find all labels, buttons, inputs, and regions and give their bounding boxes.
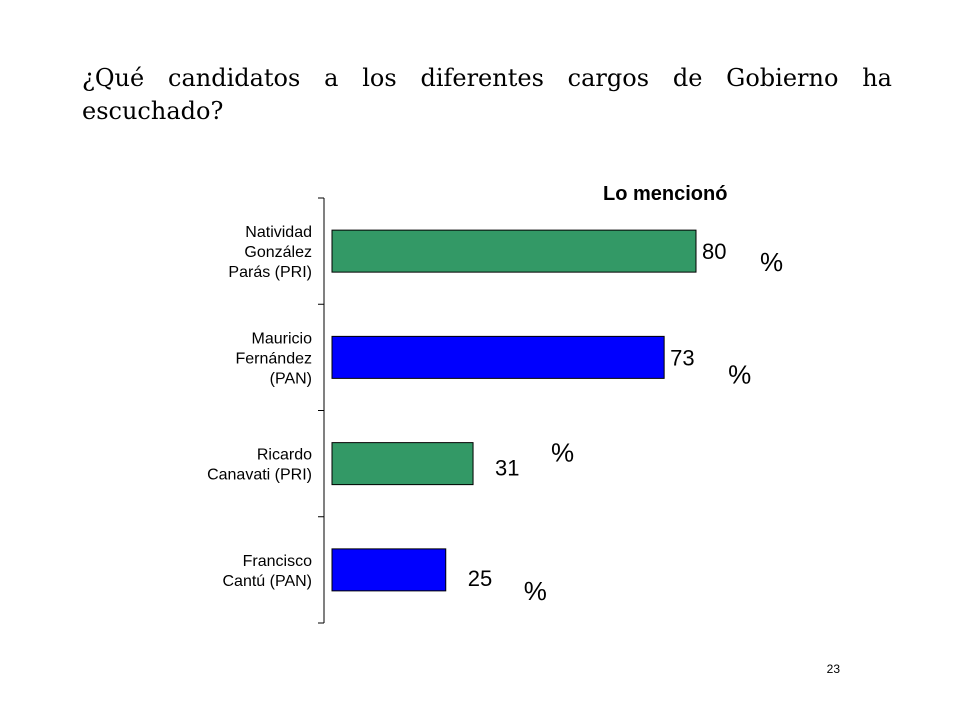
- value-label: 31: [495, 456, 519, 481]
- category-label: Natividad González Parás (PRI): [228, 224, 312, 281]
- percent-label: %: [728, 359, 751, 389]
- page-number: 23: [826, 662, 840, 676]
- bar: [331, 442, 474, 486]
- chart-title: Lo mencionó: [603, 183, 727, 205]
- value-label: 73: [670, 345, 694, 370]
- percent-label: %: [524, 576, 547, 606]
- value-label: 80: [702, 239, 726, 264]
- bar: [331, 548, 447, 592]
- category-label: Francisco Cantú (PAN): [222, 553, 312, 590]
- question-text: ¿Qué candidatos a los diferentes cargos …: [82, 64, 892, 125]
- bar: [331, 229, 697, 273]
- percent-label: %: [551, 438, 574, 468]
- value-label: 25: [468, 566, 492, 591]
- category-label: Mauricio Fernández (PAN): [236, 330, 313, 387]
- bar: [331, 335, 665, 379]
- percent-label: %: [760, 247, 783, 277]
- category-label: Ricardo Canavati (PRI): [207, 447, 312, 484]
